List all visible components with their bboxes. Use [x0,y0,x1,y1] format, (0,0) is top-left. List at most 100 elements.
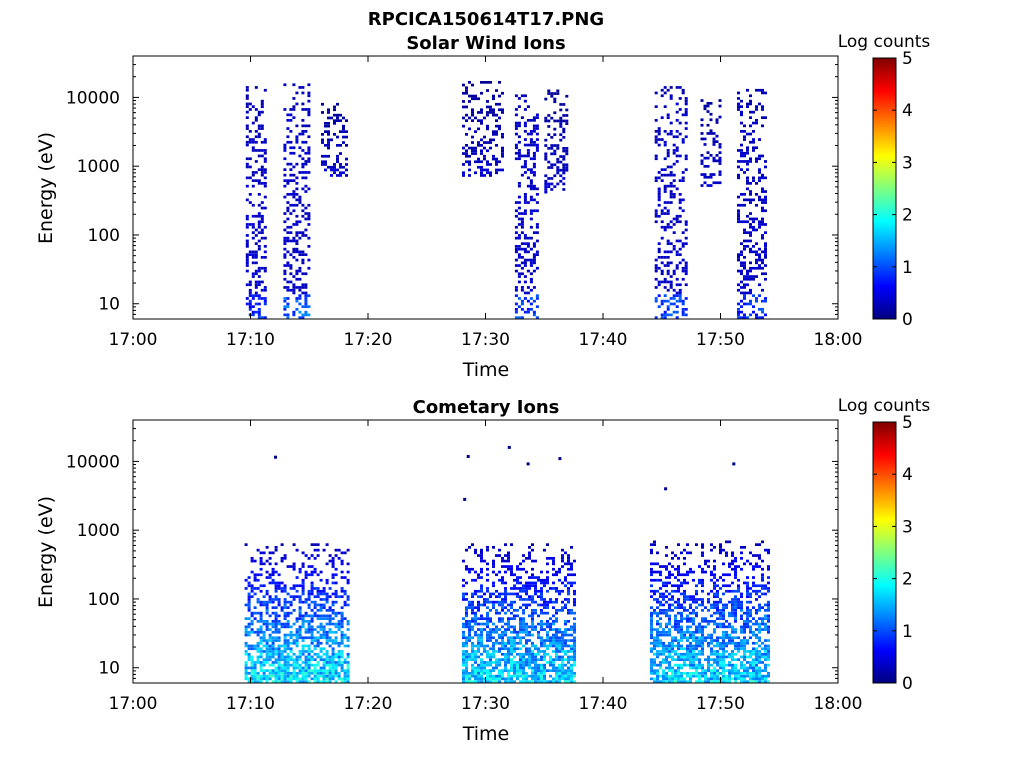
spectrogram-cell [286,264,290,267]
spectrogram-cell [529,179,533,182]
spectrogram-cell [559,179,563,183]
spectrogram-cell [531,658,534,661]
spectrogram-cell [677,641,680,645]
spectrogram-cell [531,576,534,579]
spectrogram-cell [498,620,501,623]
spectrogram-cell [295,182,299,185]
spectrogram-cell [260,154,264,158]
spectrogram-cell [513,661,516,664]
spectrogram-cell [758,589,761,593]
spectrogram-cell [659,639,662,642]
spectrogram-cell [740,151,743,155]
spectrogram-cell [529,187,533,191]
spectrogram-cell [504,644,507,648]
spectrogram-cell [520,242,524,245]
spectrogram-cell [259,680,263,683]
spectrogram-cell [719,655,722,659]
spectrogram-cell [480,108,483,112]
spectrogram-cell [719,658,722,661]
spectrogram-cell [516,614,519,618]
spectrogram-cell [749,160,752,163]
spectrogram-cell [752,658,755,661]
spectrogram-cell [540,666,543,670]
spectrogram-cell [520,308,524,311]
spectrogram-cell [310,636,314,640]
spectrogram-cell [683,578,686,582]
spectrogram-cell [681,245,685,248]
spectrogram-cell [564,674,567,678]
spectrogram-cell [283,308,287,311]
spectrogram-cell [678,86,682,89]
spectrogram-cell [573,639,576,642]
spectrogram-cell [564,680,567,683]
spectrogram-cell [681,179,685,182]
spectrogram-cell [301,562,305,566]
spectrogram-cell [313,603,317,607]
spectrogram-cell [650,658,653,661]
spectrogram-cell [277,663,281,667]
spectrogram-cell [486,89,489,92]
spectrogram-cell [304,636,308,640]
spectrogram-cell [684,269,688,273]
spectrogram-cell [480,661,483,664]
spectrogram-cell [248,138,252,141]
spectrogram-cell [659,641,662,645]
spectrogram-cell [700,184,704,187]
spectrogram-cell [507,620,510,623]
spectrogram-cell [343,551,347,555]
spectrogram-cell [740,220,743,224]
spectrogram-cell [555,658,558,661]
spectrogram-cell [346,598,350,601]
spectrogram-cell [767,647,770,651]
spectrogram-cell [684,108,688,111]
spectrogram-cell [522,677,525,681]
spectrogram-cell [504,543,507,546]
spectrogram-cell [516,565,519,568]
spectrogram-cell [260,217,264,221]
spectrogram-cell [289,595,293,598]
spectrogram-cell [501,576,504,579]
spectrogram-cell [666,149,670,152]
spectrogram-cell [659,652,662,656]
spectrogram-cell [650,633,653,637]
spectrogram-cell [677,680,680,683]
spectrogram-cell [698,636,701,640]
spectrogram-cell [345,119,348,122]
spectrogram-cell [268,636,272,640]
spectrogram-cell [683,652,686,656]
spectrogram-cell [678,297,682,300]
spectrogram-cell [764,674,767,678]
spectrogram-cell [689,666,692,670]
spectrogram-cell [339,130,342,133]
spectrogram-cell [304,294,308,297]
spectrogram-cell [740,250,743,254]
spectrogram-cell [316,680,320,683]
spectrogram-cell [654,105,658,108]
spectrogram-cell [749,661,752,664]
spectrogram-cell [544,152,548,156]
spectrogram-cell [767,548,770,552]
spectrogram-cell [516,647,519,651]
spectrogram-cell [537,658,540,661]
spectrogram-cell [319,570,323,574]
spectrogram-cell [663,190,667,193]
spectrogram-cell [722,622,725,626]
spectrogram-cell [492,570,495,574]
spectrogram-cell [716,592,719,596]
spectrogram-cell [746,584,749,588]
spectrogram-cell [716,641,719,645]
spectrogram-cell [540,620,543,623]
spectrogram-cell [740,316,743,319]
spectrogram-cell [265,620,269,623]
spectrogram-cell [561,633,564,637]
spectrogram-cell [669,275,673,278]
spectrogram-cell [321,138,324,142]
spectrogram-cell [722,609,725,612]
spectrogram-cell [260,266,264,270]
spectrogram-cell [517,305,521,308]
spectrogram-cell [514,294,518,297]
spectrogram-cell [274,570,278,574]
spectrogram-cell [567,562,570,566]
spectrogram-cell [731,652,734,656]
spectrogram-cell [259,573,263,577]
